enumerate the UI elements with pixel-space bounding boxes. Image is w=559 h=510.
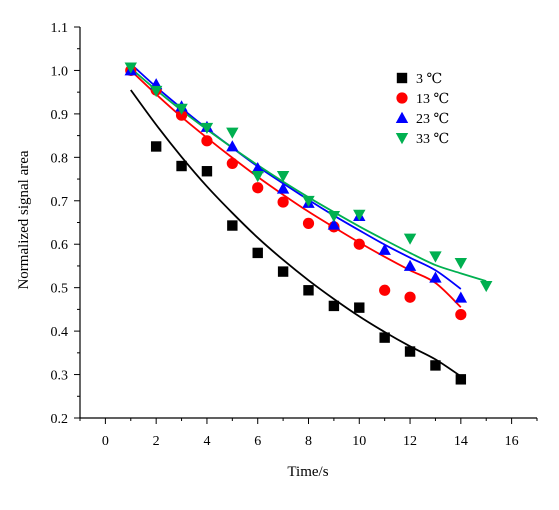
data-point-13 <box>353 238 365 250</box>
data-point-23 <box>276 182 290 194</box>
x-tick-label: 0 <box>102 434 109 449</box>
data-point-13 <box>455 309 467 321</box>
legend-label-3: 3 ℃ <box>416 72 442 87</box>
legend-marker-23 <box>395 111 409 123</box>
y-tick-label: 0.3 <box>51 369 69 384</box>
data-point-33 <box>276 171 290 183</box>
data-point-13 <box>404 291 416 303</box>
data-point-13 <box>277 196 289 208</box>
data-point-33 <box>226 127 239 139</box>
x-tick-label: 12 <box>403 434 417 449</box>
x-tick-label: 4 <box>203 434 210 449</box>
data-point-13 <box>201 135 213 147</box>
data-point-23 <box>403 259 417 271</box>
data-point-33 <box>251 171 264 183</box>
fit-line-3 <box>130 89 462 378</box>
y-axis-title: Normalized signal area <box>16 150 32 289</box>
y-tick-label: 0.5 <box>51 282 69 297</box>
data-point-23 <box>429 271 442 283</box>
data-point-3 <box>150 141 162 152</box>
x-tick-label: 6 <box>254 434 261 449</box>
data-markers <box>124 62 493 385</box>
data-point-13 <box>252 182 264 194</box>
data-point-3 <box>227 220 238 231</box>
data-point-33 <box>149 85 163 98</box>
legend-label-13: 13 ℃ <box>416 92 449 107</box>
data-point-3 <box>176 160 187 172</box>
data-point-3 <box>277 266 289 277</box>
data-point-13 <box>175 109 188 121</box>
data-point-13 <box>379 284 391 296</box>
data-point-33 <box>480 280 493 293</box>
data-point-33 <box>327 211 341 223</box>
data-point-33 <box>200 122 214 134</box>
data-point-3 <box>379 332 390 343</box>
x-tick-label: 2 <box>153 434 160 449</box>
legend-marker-33 <box>395 133 409 145</box>
data-point-33 <box>353 209 366 221</box>
y-tick-label: 1.0 <box>51 64 69 79</box>
data-point-13 <box>226 157 238 170</box>
y-tick-label: 0.4 <box>51 325 69 340</box>
x-tick-label: 10 <box>352 434 366 449</box>
data-point-3 <box>303 285 314 296</box>
data-point-23 <box>251 161 264 174</box>
data-point-33 <box>124 62 137 74</box>
y-tick-label: 0.8 <box>51 151 69 166</box>
data-point-3 <box>430 360 441 371</box>
data-point-33 <box>302 195 315 207</box>
legend-marker-3 <box>396 72 408 84</box>
y-tick-label: 1.1 <box>51 21 69 36</box>
y-tick-label: 0.6 <box>51 238 69 253</box>
data-point-33 <box>403 233 417 245</box>
data-point-3 <box>354 302 365 313</box>
data-point-23 <box>327 218 341 230</box>
data-point-3 <box>455 374 467 385</box>
y-tick-label: 0.9 <box>51 108 69 123</box>
y-tick-label: 0.2 <box>51 412 69 427</box>
data-point-3 <box>404 346 416 357</box>
legend-label-23: 23 ℃ <box>416 112 449 127</box>
data-point-3 <box>328 300 340 312</box>
x-tick-label: 8 <box>305 434 312 449</box>
x-tick-label: 16 <box>505 434 519 449</box>
data-point-23 <box>226 140 239 152</box>
data-point-23 <box>378 243 391 255</box>
legend-marker-13 <box>396 92 408 104</box>
x-tick-label: 14 <box>454 434 468 449</box>
data-point-23 <box>454 291 468 303</box>
fit-line-23 <box>130 63 462 290</box>
x-axis-title: Time/s <box>287 464 328 480</box>
legend-label-33: 33 ℃ <box>416 132 449 147</box>
data-point-33 <box>454 257 468 270</box>
data-point-33 <box>429 251 442 263</box>
y-tick-label: 0.7 <box>51 195 69 210</box>
data-point-3 <box>252 247 263 259</box>
axes: 0 2 4 6 8 10 12 14 16 0.2 0.3 0.4 0.5 0.6 0.7 0.8 0.9 1.0… <box>51 21 538 449</box>
data-point-13 <box>302 217 315 229</box>
legend: 3 ℃ 13 ℃ 23 ℃ 33 ℃ <box>395 72 449 147</box>
data-point-3 <box>201 166 213 177</box>
data-point-33 <box>175 103 188 115</box>
